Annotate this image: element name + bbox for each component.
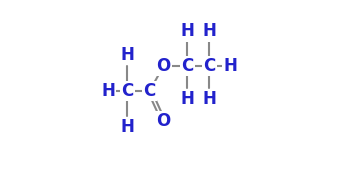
Text: O: O [156,112,171,130]
Text: O: O [156,57,171,75]
Text: H: H [202,90,216,108]
Text: H: H [202,22,216,40]
Text: C: C [121,82,134,100]
Text: H: H [121,46,135,64]
Text: H: H [101,82,115,100]
Text: C: C [144,82,156,100]
Text: H: H [180,22,194,40]
Text: H: H [121,118,135,136]
Text: C: C [181,57,193,75]
Text: H: H [223,57,237,75]
Text: H: H [180,90,194,108]
Text: C: C [203,57,215,75]
